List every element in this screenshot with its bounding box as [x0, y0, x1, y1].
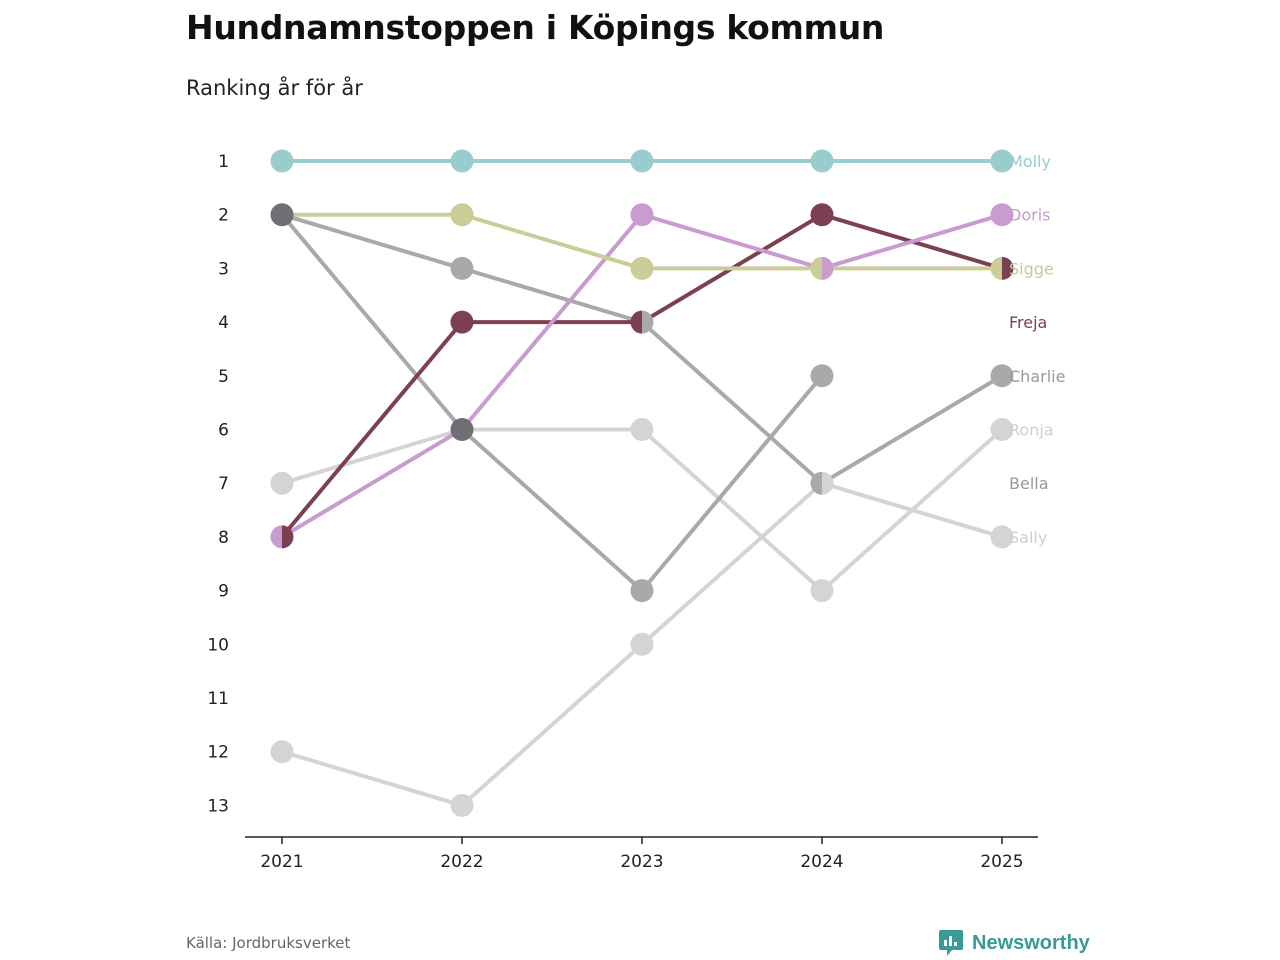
marker-freja [450, 310, 474, 334]
marker-charlie [642, 310, 654, 334]
marker-sigge [990, 256, 1002, 280]
y-tick-label: 12 [207, 743, 229, 763]
marker-bella [810, 364, 834, 388]
y-tick-label: 13 [207, 796, 229, 816]
y-tick-label: 4 [218, 313, 229, 333]
y-tick-label: 1 [218, 152, 229, 172]
series-line-ronja [280, 427, 1004, 593]
x-tick-label: 2021 [260, 852, 303, 872]
series-line-charlie [280, 212, 1004, 486]
marker-shared [450, 418, 474, 441]
marker-shared [270, 203, 294, 227]
marker-doris [630, 203, 654, 227]
marker-sigge [810, 256, 822, 280]
marker-freja [1002, 256, 1014, 280]
y-tick-label: 3 [218, 259, 229, 279]
marker-doris [990, 203, 1014, 227]
y-tick-label: 11 [207, 689, 229, 709]
end-label-charlie: Charlie [1009, 367, 1065, 386]
x-axis: 2021 2022 2023 2024 2025 [245, 836, 1038, 872]
chart-subtitle: Ranking år för år [186, 76, 363, 100]
source-note: Källa: Jordbruksverket [186, 934, 351, 952]
x-tick-label: 2024 [800, 852, 843, 872]
marker-freja [282, 525, 294, 549]
marker-sigge [630, 256, 654, 280]
marker-ronja [270, 471, 294, 495]
marker-molly [450, 149, 474, 173]
y-tick-label: 7 [218, 474, 229, 494]
marker-charlie [450, 256, 474, 280]
end-label-sigge: Sigge [1009, 259, 1054, 278]
y-tick-label: 2 [218, 206, 229, 226]
marker-freja [630, 310, 642, 334]
x-tick-label: 2022 [440, 852, 483, 872]
y-tick-label: 6 [218, 421, 229, 441]
marker-molly [990, 149, 1014, 173]
marker-ronja [630, 418, 654, 441]
end-label-sally: Sally [1009, 528, 1047, 547]
x-tick-label: 2023 [620, 852, 663, 872]
end-label-freja: Freja [1009, 313, 1047, 332]
marker-charlie [810, 471, 822, 495]
chart-title: Hundnamnstoppen i Köpings kommun [186, 8, 885, 47]
end-label-bella: Bella [1009, 474, 1049, 493]
newsworthy-icon [939, 930, 963, 956]
y-tick-label: 9 [218, 582, 229, 602]
series-line-bella [280, 212, 824, 593]
marker-sally [450, 793, 474, 817]
marker-molly [270, 149, 294, 173]
marker-freja [810, 203, 834, 227]
brand-logo: Newsworthy [938, 928, 1090, 958]
y-tick-label: 10 [207, 635, 229, 655]
end-labels: Molly Doris Sigge Freja Charlie Ronja Bella Sal… [1009, 152, 1065, 547]
y-tick-label: 5 [218, 367, 229, 387]
y-tick-label: 8 [218, 528, 229, 548]
marker-sally [630, 632, 654, 656]
brand-name: Newsworthy [972, 931, 1090, 954]
end-label-doris: Doris [1009, 206, 1050, 225]
end-label-ronja: Ronja [1009, 421, 1054, 440]
marker-molly [810, 149, 834, 173]
marker-ronja [810, 579, 834, 603]
marker-charlie [990, 364, 1014, 388]
marker-molly [630, 149, 654, 173]
series-markers [270, 149, 1014, 817]
marker-doris [270, 525, 282, 549]
marker-doris [822, 256, 834, 280]
marker-sally [822, 471, 834, 495]
marker-ronja [990, 418, 1014, 441]
marker-sigge [450, 203, 474, 227]
marker-sally [990, 525, 1014, 549]
end-label-molly: Molly [1009, 152, 1051, 171]
marker-bella [630, 579, 654, 603]
x-tick-label: 2025 [980, 852, 1023, 872]
marker-sally [270, 740, 294, 764]
